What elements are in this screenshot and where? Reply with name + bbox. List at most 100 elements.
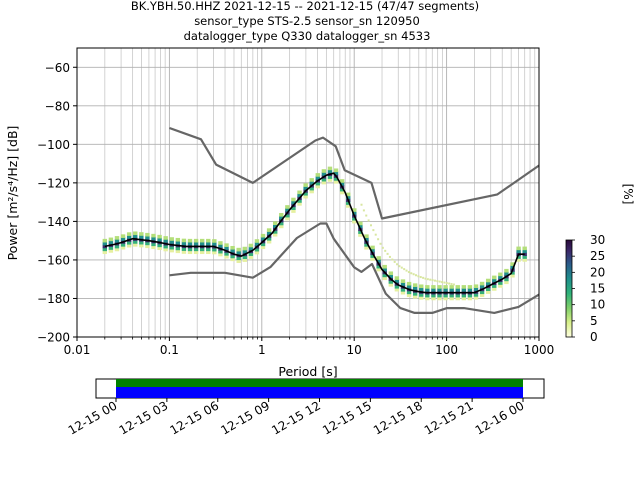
histogram-cell — [285, 213, 290, 218]
timeline-tick-label: 12-15 03 — [117, 398, 171, 437]
histogram-cell — [376, 259, 381, 263]
histogram-cell — [333, 180, 339, 184]
histogram-cell-faint — [377, 238, 380, 241]
histogram-cell-faint — [424, 277, 427, 280]
histogram-cell — [291, 206, 296, 210]
histogram-cell-faint — [443, 281, 446, 284]
histogram-cell — [181, 238, 187, 243]
timeline-tick-label: 12-15 12 — [269, 398, 323, 437]
histogram-cell — [309, 186, 314, 191]
histogram-cell — [449, 296, 454, 301]
histogram-cell — [516, 249, 521, 254]
histogram-cell — [443, 285, 448, 289]
histogram-cell — [364, 234, 369, 238]
histogram-cell — [206, 247, 211, 252]
histogram-cell — [425, 285, 430, 289]
histogram-cell — [236, 250, 241, 255]
histogram-cell — [522, 255, 527, 259]
title-line-1: BK.YBH.50.HHZ 2021-12-15 -- 2021-12-15 (… — [131, 0, 479, 13]
histogram-cell-faint — [450, 283, 453, 286]
histogram-cell — [498, 272, 503, 277]
histogram-cell — [431, 287, 436, 292]
histogram-cell — [473, 295, 479, 300]
histogram-cell — [120, 243, 126, 247]
histogram-cell — [303, 186, 308, 190]
histogram-cell — [218, 241, 223, 245]
colorbar-tick-label: 10 — [590, 298, 605, 312]
nlnm-line — [169, 222, 540, 314]
histogram-cell — [236, 256, 241, 261]
histogram-cell — [437, 287, 442, 292]
histogram-cell — [394, 276, 400, 280]
histogram-cell — [212, 247, 217, 252]
histogram-cell — [272, 232, 278, 237]
histogram-cell — [303, 183, 308, 187]
x-tick-label: 1000 — [524, 343, 555, 357]
histogram-cell — [120, 245, 126, 250]
histogram-cell — [242, 249, 247, 254]
histogram-cell — [327, 175, 333, 179]
histogram-cell-faint — [384, 249, 387, 252]
histogram-cell — [467, 287, 473, 292]
colorbar-tick-label: 20 — [590, 265, 605, 279]
histogram-cell — [479, 281, 485, 286]
histogram-cell-faint — [398, 265, 401, 268]
histogram-cell-faint — [367, 219, 370, 222]
plot-area: 0.01 0.1 1 10 100 1000 −60 −80 −100 −120 −140 −160… — [5, 47, 555, 379]
histogram-cell — [400, 290, 406, 295]
histogram-cell — [108, 240, 114, 245]
histogram-cell — [327, 169, 333, 174]
histogram-cell — [224, 252, 229, 256]
y-tick-label: −80 — [45, 99, 70, 113]
histogram-cell — [358, 233, 363, 237]
histogram-cell — [297, 199, 302, 203]
histogram-cell — [157, 237, 162, 242]
histogram-cell — [510, 273, 515, 278]
histogram-cell — [102, 247, 108, 252]
histogram-cell — [467, 296, 473, 301]
title-line-2: sensor_type STS-2.5 sensor_sn 120950 — [194, 14, 420, 28]
histogram-cell — [120, 237, 126, 241]
histogram-cell — [412, 283, 418, 287]
histogram-cell-faint — [405, 269, 408, 272]
histogram-cell-faint — [419, 276, 422, 279]
histogram-cell — [388, 271, 394, 276]
histogram-cell — [455, 285, 460, 289]
histogram-cell — [419, 284, 424, 289]
histogram-cell — [333, 171, 339, 175]
histogram-cell — [394, 279, 400, 283]
histogram-cell — [291, 209, 296, 213]
histogram-cell — [193, 250, 199, 255]
histogram-cell — [285, 208, 290, 212]
histogram-cell — [102, 238, 108, 243]
histogram-cell — [254, 242, 260, 246]
histogram-cell — [376, 264, 381, 269]
histogram-cell — [175, 240, 181, 245]
histogram-cell — [327, 178, 333, 182]
histogram-cell — [346, 204, 351, 208]
histogram-cell — [431, 296, 436, 301]
histogram-cell — [145, 232, 150, 237]
histogram-cell — [425, 293, 430, 298]
histogram-cell — [443, 296, 448, 301]
histogram-cell-faint — [400, 266, 403, 269]
histogram-cell — [431, 293, 436, 298]
histogram-cell — [443, 293, 448, 298]
histogram-cell — [358, 221, 363, 226]
colorbar-label: [%] — [621, 184, 635, 205]
histogram-cell — [467, 293, 473, 298]
histogram-cell-faint — [415, 274, 418, 277]
histogram-cell-faint — [438, 280, 441, 283]
histogram-cell-faint — [433, 279, 436, 282]
histogram-cell — [266, 231, 272, 235]
histogram-cell — [193, 238, 199, 243]
histogram-cell — [126, 235, 132, 239]
histogram-cell — [285, 205, 290, 209]
histogram-cell — [139, 235, 144, 239]
colorbar: 0 5 10 15 20 25 30 [%] — [565, 184, 635, 344]
histogram-cell — [376, 256, 381, 260]
histogram-cell — [516, 255, 521, 259]
histogram-cell — [516, 258, 521, 262]
histogram-cell — [248, 246, 254, 251]
